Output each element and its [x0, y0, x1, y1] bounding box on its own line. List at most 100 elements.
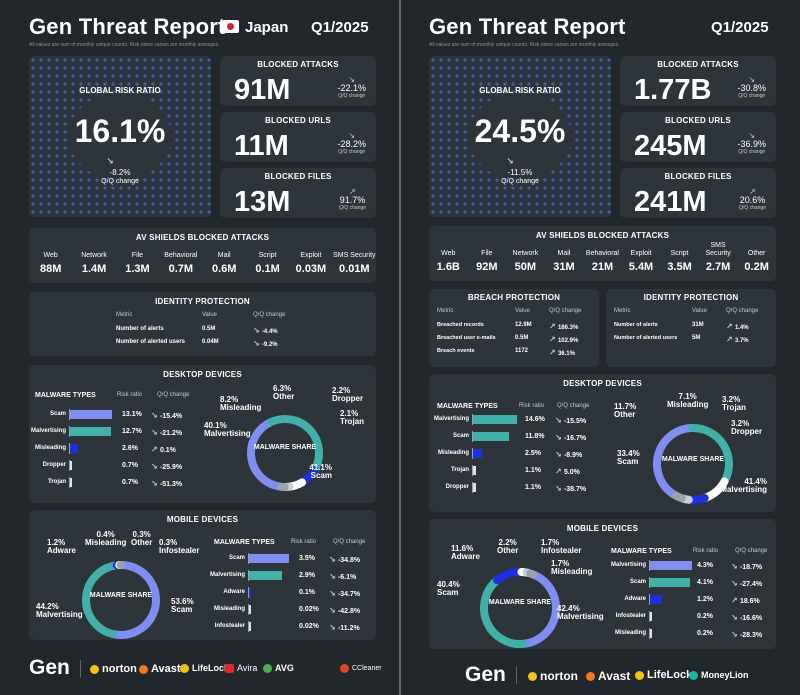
brand-name: LifeLock [647, 669, 693, 681]
malware-risk-bar [70, 478, 73, 487]
dot-pattern [29, 56, 211, 217]
malware-risk-ratio: 0.02% [299, 606, 319, 613]
malware-type-label: Scam [49, 411, 66, 417]
norton-check-icon [528, 671, 537, 681]
malware-type-label: Adware [223, 589, 245, 595]
share-pct: 0.3% [159, 538, 178, 547]
bar-axis [649, 628, 650, 639]
share-pct: 41.4% [744, 477, 767, 486]
mobile-malware-share-chart [82, 561, 160, 639]
col-header-qq-change: Q/Q change [557, 403, 590, 409]
malware-risk-bar [249, 605, 251, 614]
av-item-exploit: Exploit 5.4M [622, 244, 660, 273]
av-item-value: 0.1M [255, 263, 280, 275]
desktop-share-trojan: 2.1% Trojan [340, 409, 364, 427]
identity-change-block: ↘ -4.4% [253, 326, 278, 335]
quarter-label: Q1/2025 [711, 19, 769, 36]
country-name: Japan [245, 19, 289, 36]
share-pct: 11.7% [614, 402, 637, 411]
malware-risk-bar [473, 415, 517, 424]
global-risk-label: GLOBAL RISK RATIO [79, 86, 161, 95]
bar-axis [472, 482, 473, 493]
av-item-label: Mail [217, 251, 231, 259]
trend-down-icon: ↘ [748, 75, 756, 84]
share-slice-dropper [672, 491, 686, 503]
share-slice-scam [480, 576, 528, 648]
bar-axis [649, 594, 650, 605]
avg-logo: AVG [263, 663, 294, 673]
malware-risk-ratio: 1.2% [697, 596, 713, 603]
blocked-attacks-card: BLOCKED ATTACKS 1.77B ↘ -30.8% Q/Q change [620, 56, 776, 106]
share-name: Trojan [722, 403, 747, 413]
mobile-share-adware: 11.6% Adware [451, 544, 480, 562]
malware-qq-value: -16.6% [739, 615, 763, 622]
col-header-change: Q/Q change [253, 312, 286, 318]
av-item-label: Script [258, 251, 277, 259]
av-item-value: 1.3M [125, 263, 150, 275]
desktop-share-misleading: 8.2% Misleading [220, 395, 261, 413]
av-item-script: Script 3.5M [661, 244, 699, 273]
mobile-share-misleading: 0.4% Misleading [85, 530, 126, 548]
trend-down-icon: ↘ [731, 562, 740, 571]
lifelock-logo: LifeLock [180, 663, 229, 673]
malware-qq-value: -21.2% [159, 430, 183, 437]
brand-name: norton [540, 669, 578, 683]
panel-divider [399, 0, 401, 695]
share-name: Other [131, 538, 153, 548]
desktop-share-other: 6.3% Other [273, 384, 294, 402]
trend-down-icon: ↘ [555, 433, 564, 442]
stat-change: -36.9% [737, 139, 766, 150]
malware-qq-value: -34.8% [337, 557, 361, 564]
malware-qq-value: -38.7% [563, 486, 587, 493]
av-item-value: 0.7M [168, 263, 194, 275]
share-slice-adware [493, 568, 525, 585]
mobile-share-infostealer: 1.7% Infostealer [541, 538, 581, 556]
stat-change-label: Q/Q change [738, 92, 766, 99]
av-item-value: 0.6M [211, 263, 237, 275]
lifelock-icon [180, 663, 189, 673]
avira-logo: Avira [225, 663, 257, 673]
av-shields-card: AV SHIELDS BLOCKED ATTACKS Web 1.6B File 9… [429, 226, 776, 281]
share-slice-malvertising [82, 561, 120, 638]
stat-change: -28.2% [337, 139, 366, 150]
trend-down-icon: ↘ [748, 131, 756, 140]
av-shields-card: AV SHIELDS BLOCKED ATTACKS Web 88M Networ… [29, 228, 376, 283]
malware-risk-bar [70, 444, 79, 453]
av-item-file: File 92M [468, 244, 506, 273]
col-header-metric: Metric [614, 308, 631, 314]
av-shields-title: AV SHIELDS BLOCKED ATTACKS [135, 233, 270, 242]
share-pct: 6.3% [273, 384, 292, 393]
avast-icon [586, 671, 595, 681]
breach-metric: Breached records [437, 322, 484, 328]
blocked-files-card: BLOCKED FILES 241M ↗ 20.6% Q/Q change [620, 168, 776, 218]
col-header-malware-types: MALWARE TYPES [437, 403, 498, 410]
malware-qq-value: -8.9% [563, 452, 583, 459]
share-name: Scam [310, 471, 332, 481]
col-header-qq-change: Q/Q change [333, 539, 366, 545]
mobile-share-scam: 53.6% Scam [171, 597, 194, 615]
share-name: Malvertising [204, 429, 251, 439]
malware-risk-ratio: 2.5% [525, 450, 541, 457]
av-shields-title: AV SHIELDS BLOCKED ATTACKS [535, 231, 670, 240]
global-risk-change: -8.2% [109, 168, 131, 177]
identity-title: IDENTITY PROTECTION [643, 293, 739, 302]
desktop-share-scam: 33.4% Scam [617, 449, 640, 467]
stat-title: BLOCKED FILES [264, 172, 332, 181]
bar-axis [649, 577, 650, 588]
breach-change-block: ↗ 36.1% [549, 348, 575, 357]
col-header-malware-types: MALWARE TYPES [214, 539, 275, 546]
malware-qq-change: ↘ -42.8% [329, 606, 360, 615]
desktop-share-trojan: 3.2% Trojan [722, 395, 747, 413]
malware-qq-value: -27.4% [739, 581, 763, 588]
desktop-share-malvertising: 40.1% Malvertising [204, 421, 251, 439]
stat-value: 91M [234, 74, 291, 106]
malware-qq-value: -34.7% [337, 591, 361, 598]
brand-name: Avast [151, 663, 181, 675]
malware-risk-bar [473, 432, 509, 441]
share-name: Malvertising [557, 612, 604, 622]
trend-up-icon: ↗ [726, 335, 735, 344]
share-name: Other [614, 410, 636, 420]
malware-risk-bar [473, 466, 477, 475]
av-item-value: 5.4M [628, 261, 654, 273]
av-item-label: File [131, 251, 144, 259]
